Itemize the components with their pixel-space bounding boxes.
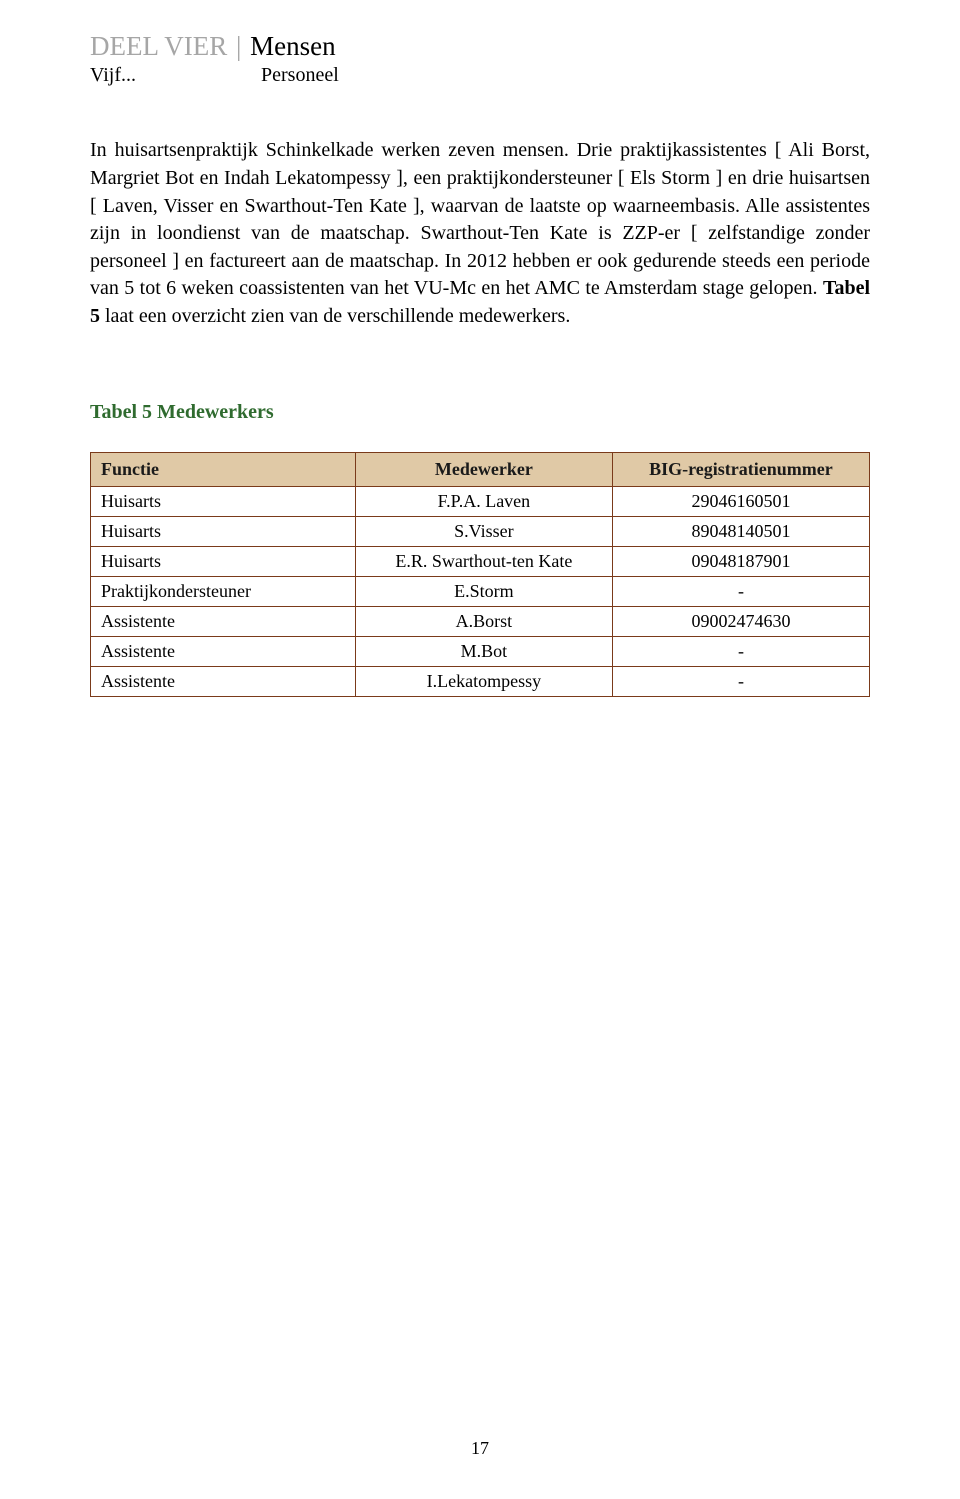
cell-functie: Huisarts [91,546,356,576]
cell-functie: Assistente [91,606,356,636]
table-header-functie: Functie [91,452,356,486]
cell-medewerker: F.P.A. Laven [355,486,612,516]
table-row: Huisarts F.P.A. Laven 29046160501 [91,486,870,516]
table-row: Assistente A.Borst 09002474630 [91,606,870,636]
cell-medewerker: S.Visser [355,516,612,546]
cell-big: 89048140501 [612,516,869,546]
subheader-left: Vijf... [90,64,136,86]
section-separator: | [236,31,241,61]
table-caption: Tabel 5 Medewerkers [90,401,870,424]
document-page: DEEL VIER | Mensen Vijf... Personeel In … [0,0,960,1499]
cell-medewerker: E.Storm [355,576,612,606]
paragraph-rest: laat een overzicht zien van de verschill… [100,305,570,327]
table-row: Huisarts E.R. Swarthout-ten Kate 0904818… [91,546,870,576]
cell-functie: Assistente [91,666,356,696]
table-row: Assistente M.Bot - [91,636,870,666]
cell-functie: Praktijkondersteuner [91,576,356,606]
medewerkers-table: Functie Medewerker BIG-registratienummer… [90,452,870,697]
cell-big: 09002474630 [612,606,869,636]
cell-functie: Assistente [91,636,356,666]
table-row: Huisarts S.Visser 89048140501 [91,516,870,546]
section-title: Mensen [250,31,335,61]
cell-medewerker: I.Lekatompessy [355,666,612,696]
cell-medewerker: M.Bot [355,636,612,666]
table-header-medewerker: Medewerker [355,452,612,486]
cell-medewerker: E.R. Swarthout-ten Kate [355,546,612,576]
section-part-label: DEEL VIER [90,31,227,61]
cell-medewerker: A.Borst [355,606,612,636]
subheader-right: Personeel [261,64,339,86]
section-header: DEEL VIER | Mensen [90,30,870,62]
cell-functie: Huisarts [91,516,356,546]
cell-big: 09048187901 [612,546,869,576]
section-subheader: Vijf... Personeel [90,64,870,87]
cell-functie: Huisarts [91,486,356,516]
cell-big: 29046160501 [612,486,869,516]
cell-big: - [612,636,869,666]
table-row: Assistente I.Lekatompessy - [91,666,870,696]
table-header-row: Functie Medewerker BIG-registratienummer [91,452,870,486]
cell-big: - [612,666,869,696]
cell-big: - [612,576,869,606]
body-paragraph: In huisartsenpraktijk Schinkelkade werke… [90,137,870,330]
page-number: 17 [0,1438,960,1459]
paragraph-text: In huisartsenpraktijk Schinkelkade werke… [90,139,870,299]
table-row: Praktijkondersteuner E.Storm - [91,576,870,606]
table-header-big: BIG-registratienummer [612,452,869,486]
